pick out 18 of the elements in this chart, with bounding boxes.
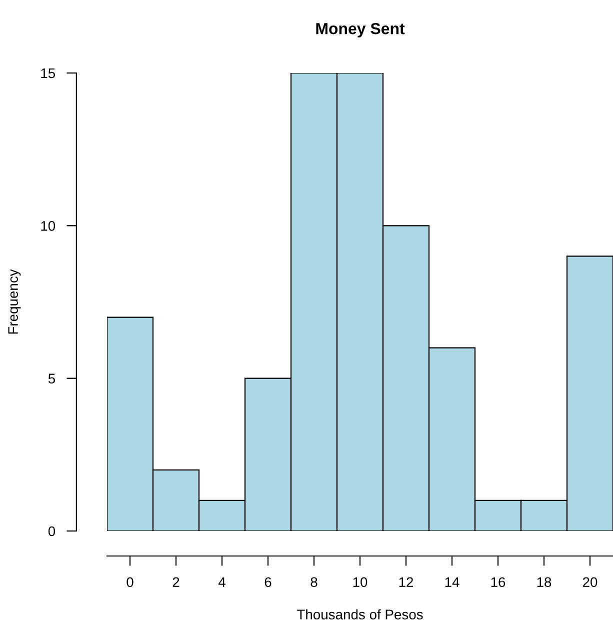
y-tick-label: 0 [48,526,56,536]
x-tick-label: 8 [310,577,318,588]
x-tick-label: 4 [218,577,226,587]
chart-title: Money Sent [316,22,405,38]
x-axis-title: Thousands of Pesos [297,609,423,620]
y-axis-title: Frequency [8,269,21,334]
y-tick-label: 15 [41,68,56,78]
x-tick-label: 18 [537,577,552,588]
x-tick-label: 12 [399,577,414,587]
x-tick-label: 2 [172,577,180,587]
x-tick-label: 14 [445,577,460,587]
x-tick-label: 10 [353,577,368,588]
y-tick-label: 5 [48,374,56,384]
x-tick-label: 6 [264,577,272,588]
x-tick-label: 0 [126,577,134,588]
x-tick-label: 16 [491,577,506,588]
x-tick-label: 20 [582,577,598,588]
y-tick-label: 10 [41,221,56,231]
